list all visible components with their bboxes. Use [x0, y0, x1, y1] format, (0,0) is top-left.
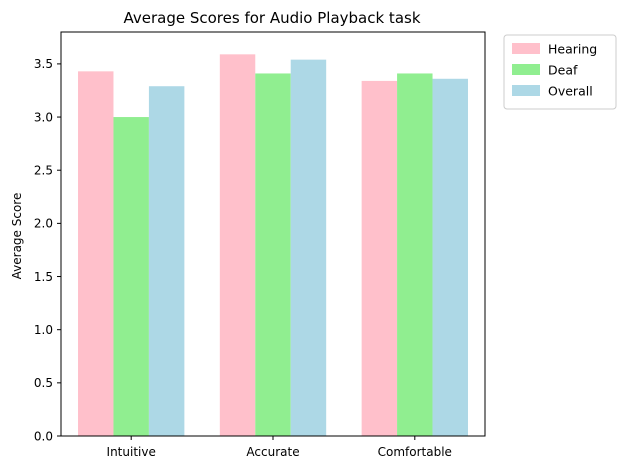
x-tick-label: Comfortable [378, 445, 452, 459]
legend-swatch-deaf [512, 64, 540, 75]
legend-swatch-hearing [512, 43, 540, 54]
legend: Hearing Deaf Overall [503, 34, 617, 110]
y-tick-label: 1.5 [34, 270, 53, 284]
x-tick-label: Accurate [246, 445, 299, 459]
legend-label-deaf: Deaf [548, 63, 578, 78]
y-axis-label: Average Score [10, 193, 24, 280]
y-tick-label: 1.0 [34, 323, 53, 337]
bar-overall-comfortable [432, 78, 468, 436]
bar-deaf-comfortable [397, 73, 433, 437]
bar-hearing-intuitive [78, 71, 114, 436]
legend-swatch-overall [512, 85, 540, 96]
bar-hearing-accurate [219, 54, 256, 436]
bar-deaf-accurate [255, 73, 291, 437]
y-tick-label: 3.0 [34, 110, 53, 124]
y-tick-label: 2.0 [34, 217, 53, 231]
legend-label-overall: Overall [548, 84, 593, 99]
bar-deaf-intuitive [113, 117, 149, 437]
y-tick-label: 3.5 [34, 57, 53, 71]
y-tick-label: 0.5 [34, 376, 53, 390]
x-tick-label: Intuitive [107, 445, 156, 459]
y-tick-label: 0.0 [34, 429, 53, 443]
bar-overall-intuitive [148, 86, 185, 436]
chart-title: Average Scores for Audio Playback task [123, 9, 420, 27]
axes-layer: 0.0 0.5 1.0 1.5 2.0 2.5 3.0 3.5 Intuitive Accurat… [34, 31, 486, 459]
legend-label-hearing: Hearing [548, 42, 597, 57]
y-tick-label: 2.5 [34, 164, 53, 178]
bars-layer [78, 54, 468, 437]
bar-hearing-comfortable [361, 80, 398, 436]
bar-overall-accurate [290, 59, 327, 436]
